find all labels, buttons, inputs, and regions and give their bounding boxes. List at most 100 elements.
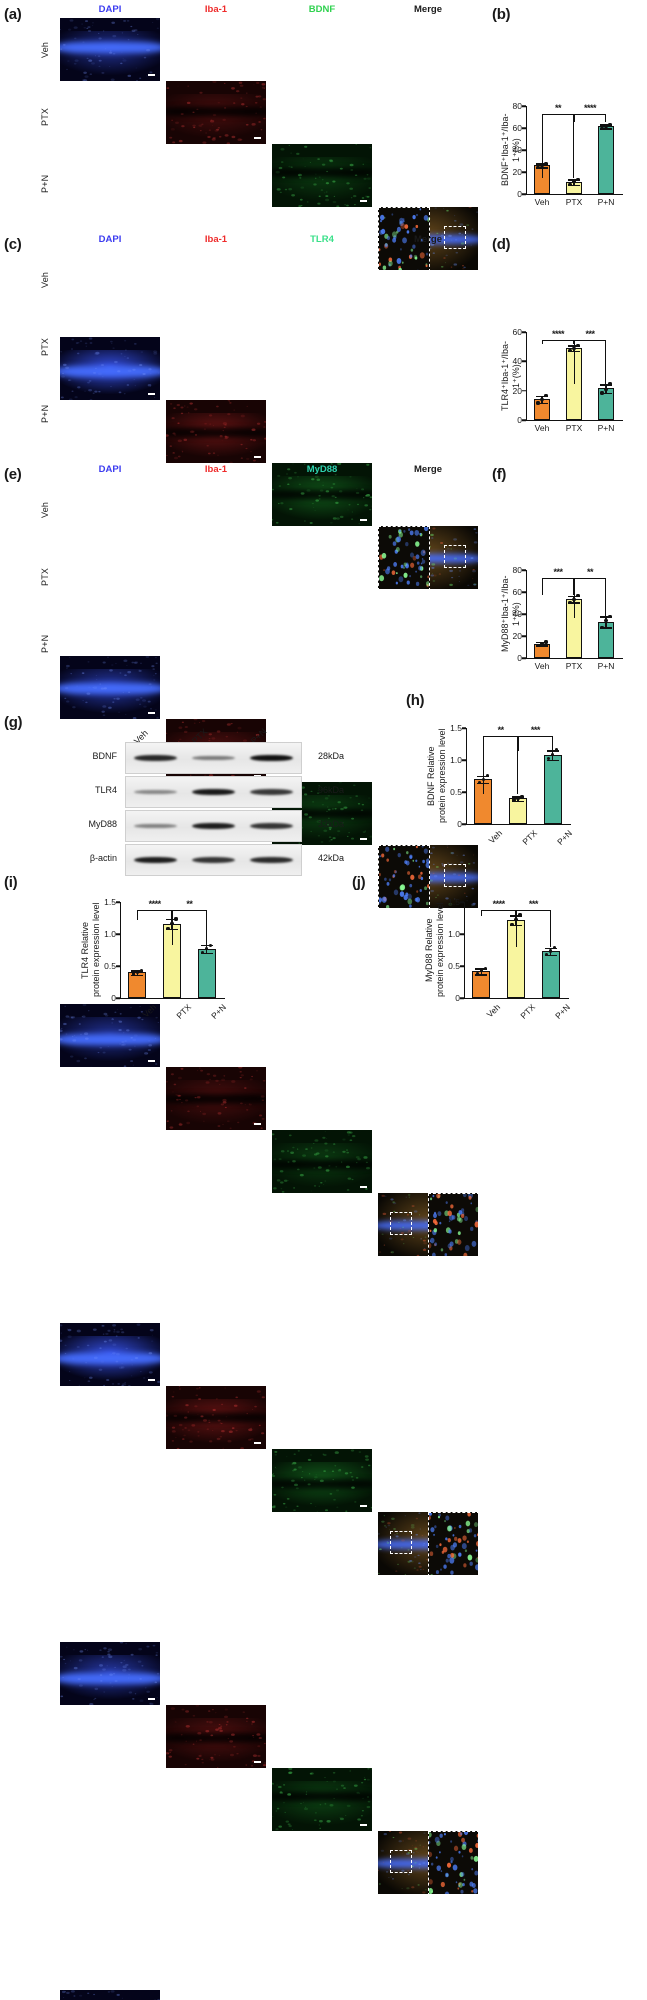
data-point bbox=[544, 394, 547, 397]
x-tick-label-pplusn: P+N bbox=[586, 423, 626, 433]
y-axis-label: TLR4 Relative protein expression level bbox=[80, 902, 102, 998]
data-point bbox=[568, 183, 571, 186]
panel-letter-d: (d) bbox=[492, 236, 510, 253]
significance-label: **** bbox=[564, 103, 616, 113]
significance-bracket bbox=[574, 114, 606, 122]
if-column-header-merge: Merge bbox=[378, 4, 478, 15]
y-tick-label: 80 bbox=[502, 101, 522, 111]
data-point bbox=[568, 349, 571, 352]
significance-bracket bbox=[481, 910, 516, 916]
inset-cells bbox=[429, 1513, 478, 1575]
micrograph-tlr4-ptx bbox=[272, 1449, 372, 1512]
scale-bar bbox=[254, 1442, 261, 1444]
magnified-inset bbox=[378, 526, 430, 589]
data-point bbox=[604, 388, 607, 391]
micrograph-iba-1-pplusn bbox=[166, 1705, 266, 1768]
data-point bbox=[544, 640, 547, 643]
y-tick-label: 0 bbox=[96, 993, 116, 1003]
speckle-noise bbox=[60, 1323, 160, 1386]
roi-box bbox=[390, 1850, 412, 1873]
scale-bar bbox=[148, 74, 155, 76]
y-tick-mark bbox=[116, 901, 120, 903]
y-axis-label-line1: TLR4 Relative protein expression level bbox=[80, 903, 101, 998]
if-row-label-veh: Veh bbox=[40, 490, 50, 529]
y-tick-label: 0 bbox=[502, 189, 522, 199]
if-column-header-merge: Merge bbox=[378, 234, 478, 245]
y-tick-mark bbox=[522, 193, 526, 195]
panel-letter-b: (b) bbox=[492, 6, 510, 23]
data-point bbox=[576, 178, 579, 181]
y-tick-label: 60 bbox=[502, 327, 522, 337]
panel-letter-g: (g) bbox=[4, 714, 22, 731]
scale-bar bbox=[254, 137, 261, 139]
x-tick-label-veh: Veh bbox=[476, 828, 504, 856]
y-tick-mark bbox=[522, 591, 526, 593]
data-point bbox=[140, 969, 143, 972]
y-tick-label: 20 bbox=[502, 167, 522, 177]
if-column-header-dapi: DAPI bbox=[60, 464, 160, 475]
y-tick-mark bbox=[116, 965, 120, 967]
x-tick-label-pplusn: P+N bbox=[586, 661, 626, 671]
data-point bbox=[545, 953, 548, 956]
panel-letter-i: (i) bbox=[4, 874, 17, 891]
y-axis-label: MyD88 Relative protein expression level bbox=[424, 902, 446, 998]
if-row-label-pplusn: P+N bbox=[40, 624, 50, 663]
bar-pplusn[interactable] bbox=[542, 951, 560, 998]
y-tick-mark bbox=[462, 759, 466, 761]
wb-kda-bdnf: 28kDa bbox=[318, 751, 344, 761]
significance-bracket bbox=[574, 340, 606, 384]
if-row-label-ptx: PTX bbox=[40, 327, 50, 366]
bar-pplusn[interactable] bbox=[544, 755, 562, 824]
if-column-header-iba-1: Iba-1 bbox=[166, 234, 266, 245]
roi-box bbox=[444, 545, 466, 568]
panel-letter-e: (e) bbox=[4, 466, 21, 483]
speckle-noise bbox=[272, 1130, 372, 1193]
wb-row-label-tlr4: TLR4 bbox=[55, 785, 117, 795]
micrograph-merge-veh bbox=[378, 1193, 478, 1256]
wb-strip-actin bbox=[125, 844, 302, 876]
data-point bbox=[608, 615, 611, 618]
if-column-header-dapi: DAPI bbox=[60, 234, 160, 245]
if-column-header-merge: Merge bbox=[378, 464, 478, 475]
y-axis-label-line1: BDNF Relative protein expression level bbox=[426, 729, 447, 824]
scale-bar bbox=[360, 519, 367, 521]
data-point bbox=[484, 967, 487, 970]
x-tick-label-ptx: PTX bbox=[509, 1002, 537, 1030]
significance-label: ** bbox=[162, 899, 217, 909]
significance-bracket bbox=[516, 910, 551, 947]
speckle-noise bbox=[166, 1067, 266, 1130]
scale-bar bbox=[254, 1761, 261, 1763]
micrograph-dapi-veh bbox=[60, 18, 160, 81]
wb-band bbox=[250, 857, 293, 863]
scale-bar bbox=[148, 1698, 155, 1700]
if-row-label-pplusn: P+N bbox=[40, 164, 50, 203]
data-point bbox=[600, 626, 603, 629]
bar-pplusn[interactable] bbox=[598, 126, 615, 194]
micrograph-dapi-pplusn bbox=[60, 1642, 160, 1705]
speckle-noise bbox=[272, 1449, 372, 1512]
scale-bar bbox=[148, 1060, 155, 1062]
data-point bbox=[209, 944, 212, 947]
data-point bbox=[136, 971, 139, 974]
panel-letter-h: (h) bbox=[406, 692, 424, 709]
scale-bar bbox=[360, 200, 367, 202]
significance-bracket bbox=[574, 578, 606, 618]
y-tick-label: 0.5 bbox=[96, 961, 116, 971]
micrograph-dapi-ptx bbox=[60, 337, 160, 400]
magnified-inset bbox=[428, 1193, 478, 1256]
micrograph-iba-1-veh bbox=[166, 81, 266, 144]
micrograph-dapi-ptx bbox=[60, 1323, 160, 1386]
data-point bbox=[132, 972, 135, 975]
y-tick-mark bbox=[522, 390, 526, 392]
x-tick-label-pplusn: P+N bbox=[545, 828, 573, 856]
significance-bracket bbox=[137, 910, 172, 920]
y-tick-mark bbox=[116, 933, 120, 935]
x-tick-label-veh: Veh bbox=[474, 1002, 502, 1030]
bar-veh[interactable] bbox=[128, 972, 146, 998]
bar-ptx[interactable] bbox=[509, 798, 527, 824]
y-tick-label: 60 bbox=[502, 123, 522, 133]
bar-pplusn[interactable] bbox=[198, 949, 216, 998]
y-tick-mark bbox=[522, 127, 526, 129]
